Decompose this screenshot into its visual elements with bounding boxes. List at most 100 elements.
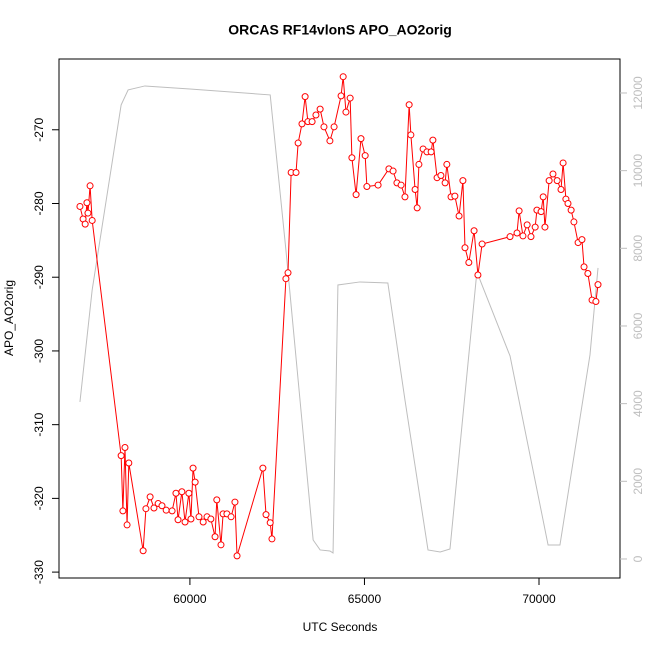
data-point [199, 518, 207, 526]
data-point [427, 148, 435, 156]
data-point [84, 209, 92, 217]
x-axis-label: UTC Seconds [303, 620, 378, 634]
data-point [413, 204, 421, 212]
data-point [527, 233, 535, 241]
data-point [515, 207, 523, 215]
data-point [537, 208, 545, 216]
data-point [415, 160, 423, 168]
data-point [185, 489, 193, 497]
data-point [121, 444, 129, 452]
data-point [594, 281, 602, 289]
plot-frame [58, 58, 621, 579]
data-point [301, 93, 309, 101]
data-point [357, 135, 365, 143]
data-point [397, 181, 405, 189]
data-point [139, 547, 147, 555]
data-point [259, 464, 267, 472]
data-point [268, 535, 276, 543]
data-point [294, 139, 302, 147]
data-point [172, 489, 180, 497]
data-point [146, 493, 154, 501]
y2-tick-label: 6000 [631, 312, 645, 339]
data-point [401, 193, 409, 201]
data-point [564, 199, 572, 207]
data-point [455, 212, 463, 220]
data-point [76, 202, 84, 210]
data-point [123, 521, 131, 529]
data-point [506, 233, 514, 241]
data-point [407, 131, 415, 139]
data-point [437, 171, 445, 179]
data-point [189, 464, 197, 472]
data-point [181, 518, 189, 526]
data-point [326, 137, 334, 145]
data-point [316, 105, 324, 113]
data-point [470, 227, 478, 235]
data-point [168, 507, 176, 515]
data-point [187, 515, 195, 523]
x-tick-label: 65000 [348, 592, 382, 606]
y-tick-label: -290 [32, 265, 46, 289]
data-point [88, 216, 96, 224]
data-point [559, 159, 567, 167]
y2-tick-label: 2000 [631, 468, 645, 495]
data-point [308, 118, 316, 126]
data-point [342, 108, 350, 116]
data-point [178, 488, 186, 496]
series-line [79, 85, 599, 554]
data-point [443, 160, 451, 168]
y-tick-label: -320 [32, 486, 46, 510]
data-point [405, 101, 413, 109]
data-point [541, 223, 549, 231]
data-point [284, 269, 292, 277]
data-point [363, 183, 371, 191]
data-point [150, 504, 158, 512]
data-point [83, 199, 91, 207]
data-point [337, 92, 345, 100]
data-point [292, 169, 300, 177]
data-point [592, 298, 600, 306]
data-point [312, 111, 320, 119]
y-tick-label: -270 [32, 117, 46, 141]
data-point [348, 154, 356, 162]
data-point [195, 513, 203, 521]
data-point [213, 496, 221, 504]
data-point [539, 193, 547, 201]
data-point [553, 177, 561, 185]
data-point [174, 516, 182, 524]
data-point [523, 221, 531, 229]
y-tick-label: -300 [32, 339, 46, 363]
data-point [320, 123, 328, 131]
data-point [125, 459, 133, 467]
data-point [162, 506, 170, 514]
data-point [191, 478, 199, 486]
y2-tick-label: 8000 [631, 235, 645, 262]
data-point [207, 515, 215, 523]
data-point [465, 258, 473, 266]
y2-tick-label: 0 [631, 555, 645, 562]
data-point [158, 502, 166, 510]
y-axis-label: APO_AO2orig [2, 280, 16, 356]
data-point [374, 181, 382, 189]
data-point [474, 271, 482, 279]
data-point [567, 206, 575, 214]
data-point [451, 192, 459, 200]
data-point [478, 240, 486, 248]
y-tick-label: -330 [32, 560, 46, 584]
data-point [411, 185, 419, 193]
data-point [119, 507, 127, 515]
data-point [580, 263, 588, 271]
data-point [545, 177, 553, 185]
data-point [282, 275, 290, 283]
data-point [389, 167, 397, 175]
x-tick-label: 70000 [522, 592, 556, 606]
data-point [298, 120, 306, 128]
y2-tick-label: 10000 [631, 154, 645, 188]
data-point [117, 452, 125, 460]
data-point [578, 236, 586, 244]
data-point [513, 229, 521, 237]
data-point [557, 185, 565, 193]
data-point [227, 513, 235, 521]
